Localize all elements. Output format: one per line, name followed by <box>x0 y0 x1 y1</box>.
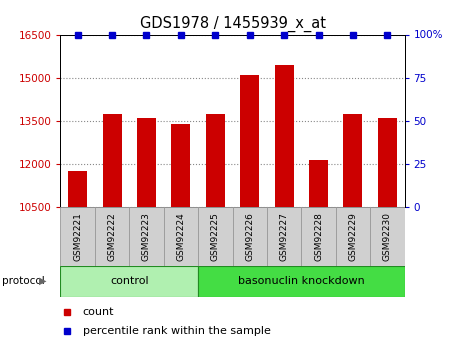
Bar <box>309 159 328 207</box>
Bar <box>198 207 232 266</box>
Text: count: count <box>83 307 114 317</box>
Bar <box>344 114 362 207</box>
Text: GSM92228: GSM92228 <box>314 212 323 261</box>
Bar <box>240 75 259 207</box>
Bar <box>129 207 164 266</box>
Bar <box>378 118 397 207</box>
Title: GDS1978 / 1455939_x_at: GDS1978 / 1455939_x_at <box>140 16 326 32</box>
Text: GSM92224: GSM92224 <box>176 212 186 261</box>
Text: protocol: protocol <box>2 276 45 286</box>
Bar <box>275 65 293 207</box>
Bar <box>164 207 198 266</box>
Bar <box>336 207 370 266</box>
Text: GSM92230: GSM92230 <box>383 212 392 261</box>
Text: GSM92223: GSM92223 <box>142 212 151 261</box>
Text: GSM92222: GSM92222 <box>107 212 117 261</box>
Bar <box>60 266 198 297</box>
Bar <box>301 207 336 266</box>
Text: percentile rank within the sample: percentile rank within the sample <box>83 326 271 336</box>
Bar <box>198 266 405 297</box>
Bar <box>60 207 95 266</box>
Text: basonuclin knockdown: basonuclin knockdown <box>238 276 365 286</box>
Bar <box>370 207 405 266</box>
Text: GSM92229: GSM92229 <box>348 212 358 261</box>
Bar <box>95 207 129 266</box>
Text: GSM92225: GSM92225 <box>211 212 220 261</box>
Bar <box>172 124 190 207</box>
Bar <box>103 114 121 207</box>
Bar <box>267 207 301 266</box>
Text: ▶: ▶ <box>39 276 46 286</box>
Text: control: control <box>110 276 149 286</box>
Bar <box>137 118 156 207</box>
Text: GSM92227: GSM92227 <box>279 212 289 261</box>
Bar <box>232 207 267 266</box>
Text: GSM92226: GSM92226 <box>245 212 254 261</box>
Text: GSM92221: GSM92221 <box>73 212 82 261</box>
Bar <box>68 171 87 207</box>
Bar <box>206 114 225 207</box>
